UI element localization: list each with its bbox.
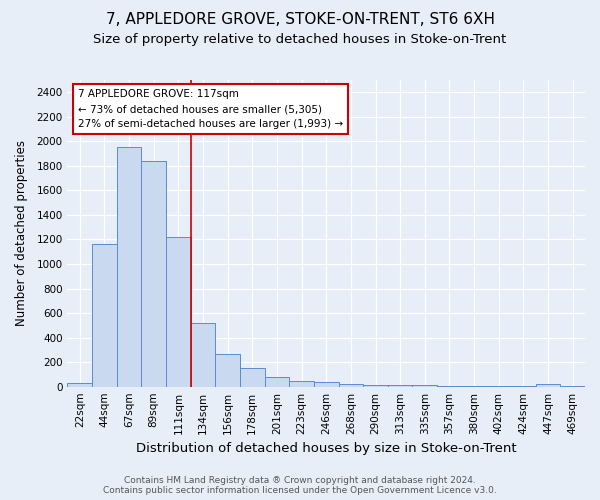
Text: Size of property relative to detached houses in Stoke-on-Trent: Size of property relative to detached ho… bbox=[94, 32, 506, 46]
Y-axis label: Number of detached properties: Number of detached properties bbox=[15, 140, 28, 326]
Bar bbox=[240, 368, 265, 386]
Text: Contains HM Land Registry data ® Crown copyright and database right 2024.: Contains HM Land Registry data ® Crown c… bbox=[124, 476, 476, 485]
Bar bbox=[142, 161, 166, 386]
Bar bbox=[67, 383, 92, 386]
Bar bbox=[314, 382, 338, 386]
Bar bbox=[289, 380, 314, 386]
Bar bbox=[338, 384, 363, 386]
Bar bbox=[215, 354, 240, 386]
Text: 7, APPLEDORE GROVE, STOKE-ON-TRENT, ST6 6XH: 7, APPLEDORE GROVE, STOKE-ON-TRENT, ST6 … bbox=[106, 12, 494, 28]
Bar bbox=[92, 244, 117, 386]
Bar bbox=[191, 323, 215, 386]
Bar bbox=[265, 377, 289, 386]
Text: 7 APPLEDORE GROVE: 117sqm
← 73% of detached houses are smaller (5,305)
27% of se: 7 APPLEDORE GROVE: 117sqm ← 73% of detac… bbox=[78, 89, 343, 129]
Bar bbox=[117, 148, 142, 386]
Bar bbox=[536, 384, 560, 386]
X-axis label: Distribution of detached houses by size in Stoke-on-Trent: Distribution of detached houses by size … bbox=[136, 442, 517, 455]
Bar bbox=[412, 385, 437, 386]
Bar bbox=[166, 237, 191, 386]
Text: Contains public sector information licensed under the Open Government Licence v3: Contains public sector information licen… bbox=[103, 486, 497, 495]
Bar bbox=[363, 385, 388, 386]
